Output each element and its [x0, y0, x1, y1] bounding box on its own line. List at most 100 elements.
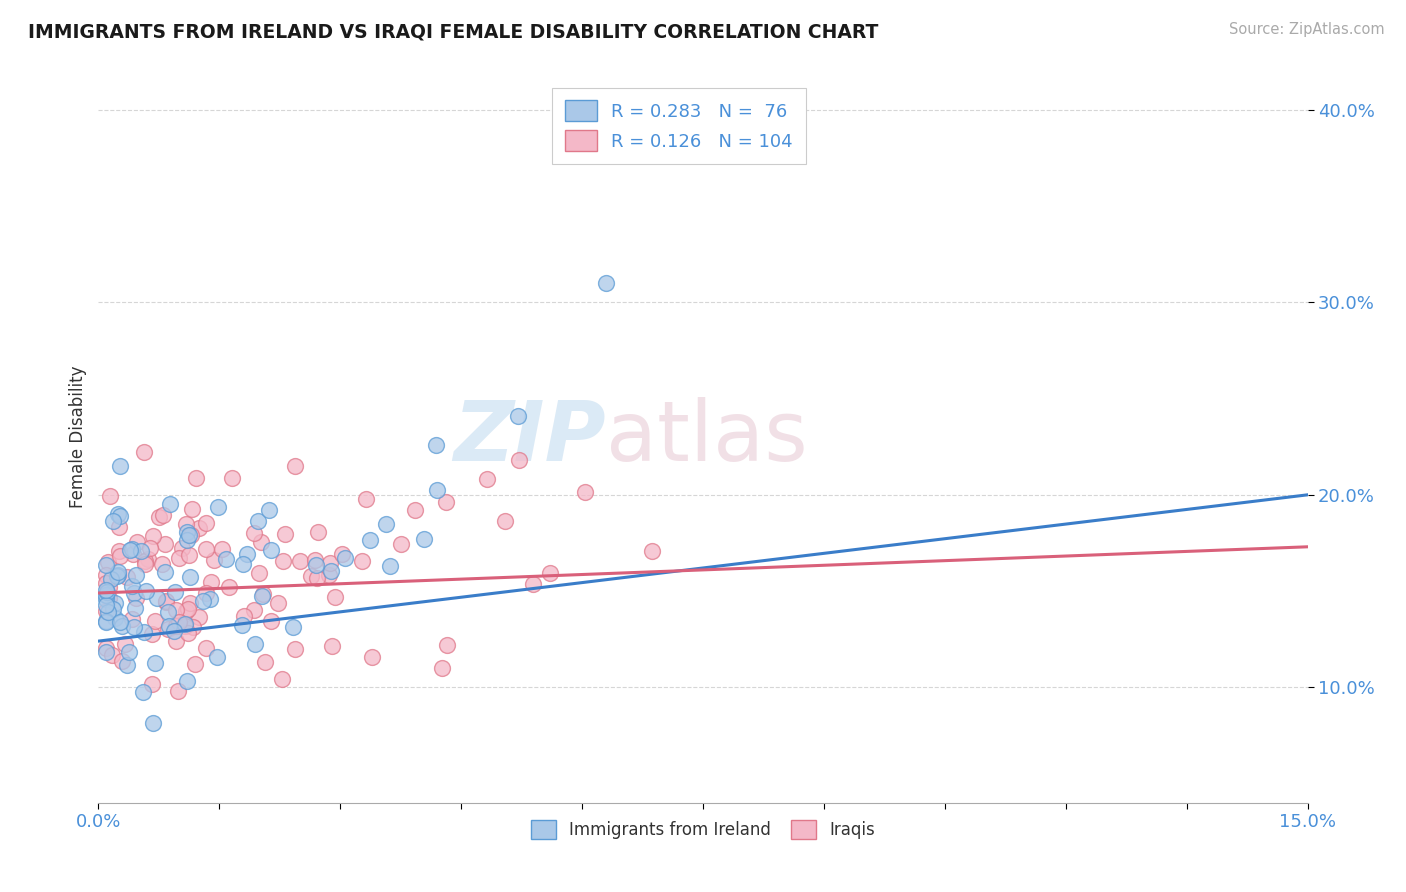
Point: [122, 585, 145, 599]
Point: [97, 591, 120, 606]
Point: [375, 516, 398, 531]
Point: [165, 619, 187, 633]
Point: [538, 566, 561, 580]
Point: [200, 574, 222, 589]
Point: [134, 553, 156, 567]
Point: [97, 605, 120, 619]
Point: [125, 591, 148, 606]
Point: [167, 684, 190, 698]
Point: [101, 602, 124, 616]
Point: [250, 589, 273, 603]
Point: [153, 566, 176, 580]
Point: [165, 603, 187, 617]
Point: [508, 453, 530, 467]
Point: [284, 458, 307, 473]
Point: [254, 655, 277, 669]
Point: [299, 568, 322, 582]
Point: [430, 661, 453, 675]
Point: [218, 580, 240, 594]
Point: [100, 572, 122, 586]
Point: [122, 547, 145, 561]
Point: [176, 533, 198, 547]
Point: [305, 571, 328, 585]
Point: [110, 619, 132, 633]
Point: [641, 544, 664, 558]
Point: [413, 532, 436, 546]
Point: [211, 541, 233, 556]
Point: [96, 640, 118, 655]
Point: [117, 657, 139, 672]
Point: [96, 604, 118, 618]
Point: [215, 551, 238, 566]
Point: [108, 520, 131, 534]
Point: [352, 553, 374, 567]
Point: [108, 543, 131, 558]
Point: [105, 569, 128, 583]
Point: [141, 627, 163, 641]
Point: [141, 676, 163, 690]
Point: [179, 570, 201, 584]
Point: [205, 650, 228, 665]
Point: [165, 634, 187, 648]
Point: [425, 438, 447, 452]
Point: [174, 617, 197, 632]
Point: [198, 591, 221, 606]
Point: [180, 528, 202, 542]
Point: [233, 609, 256, 624]
Point: [522, 576, 544, 591]
Point: [108, 615, 131, 630]
Point: [157, 605, 180, 619]
Point: [247, 566, 270, 580]
Point: [195, 586, 218, 600]
Point: [506, 409, 529, 423]
Point: [231, 617, 253, 632]
Point: [323, 590, 346, 604]
Point: [96, 584, 118, 599]
Point: [274, 527, 297, 541]
Legend: R = 0.283   N =  76, R = 0.126   N = 104: R = 0.283 N = 76, R = 0.126 N = 104: [553, 87, 806, 164]
Point: [143, 614, 166, 628]
Point: [96, 558, 118, 572]
Point: [155, 595, 177, 609]
Point: [574, 484, 596, 499]
Point: [177, 548, 200, 562]
Point: [159, 497, 181, 511]
Point: [288, 554, 311, 568]
Point: [146, 591, 169, 606]
Point: [207, 500, 229, 515]
Point: [148, 509, 170, 524]
Point: [176, 674, 198, 689]
Point: [404, 502, 426, 516]
Point: [475, 472, 498, 486]
Text: ZIP: ZIP: [454, 397, 606, 477]
Point: [163, 624, 186, 639]
Point: [172, 541, 194, 555]
Point: [354, 491, 377, 506]
Point: [104, 596, 127, 610]
Point: [318, 568, 340, 582]
Point: [177, 527, 200, 541]
Point: [156, 623, 179, 637]
Point: [174, 604, 197, 618]
Point: [96, 615, 118, 630]
Point: [101, 648, 124, 662]
Point: [108, 509, 131, 524]
Point: [173, 618, 195, 632]
Point: [307, 525, 329, 540]
Point: [121, 579, 143, 593]
Point: [232, 558, 254, 572]
Point: [96, 582, 118, 597]
Point: [125, 567, 148, 582]
Point: [176, 601, 198, 615]
Point: [108, 458, 131, 473]
Point: [127, 534, 149, 549]
Point: [121, 612, 143, 626]
Point: [101, 515, 124, 529]
Point: [134, 557, 156, 571]
Point: [98, 489, 121, 503]
Point: [243, 525, 266, 540]
Point: [131, 685, 153, 699]
Point: [361, 649, 384, 664]
Point: [318, 557, 340, 571]
Point: [194, 641, 217, 656]
